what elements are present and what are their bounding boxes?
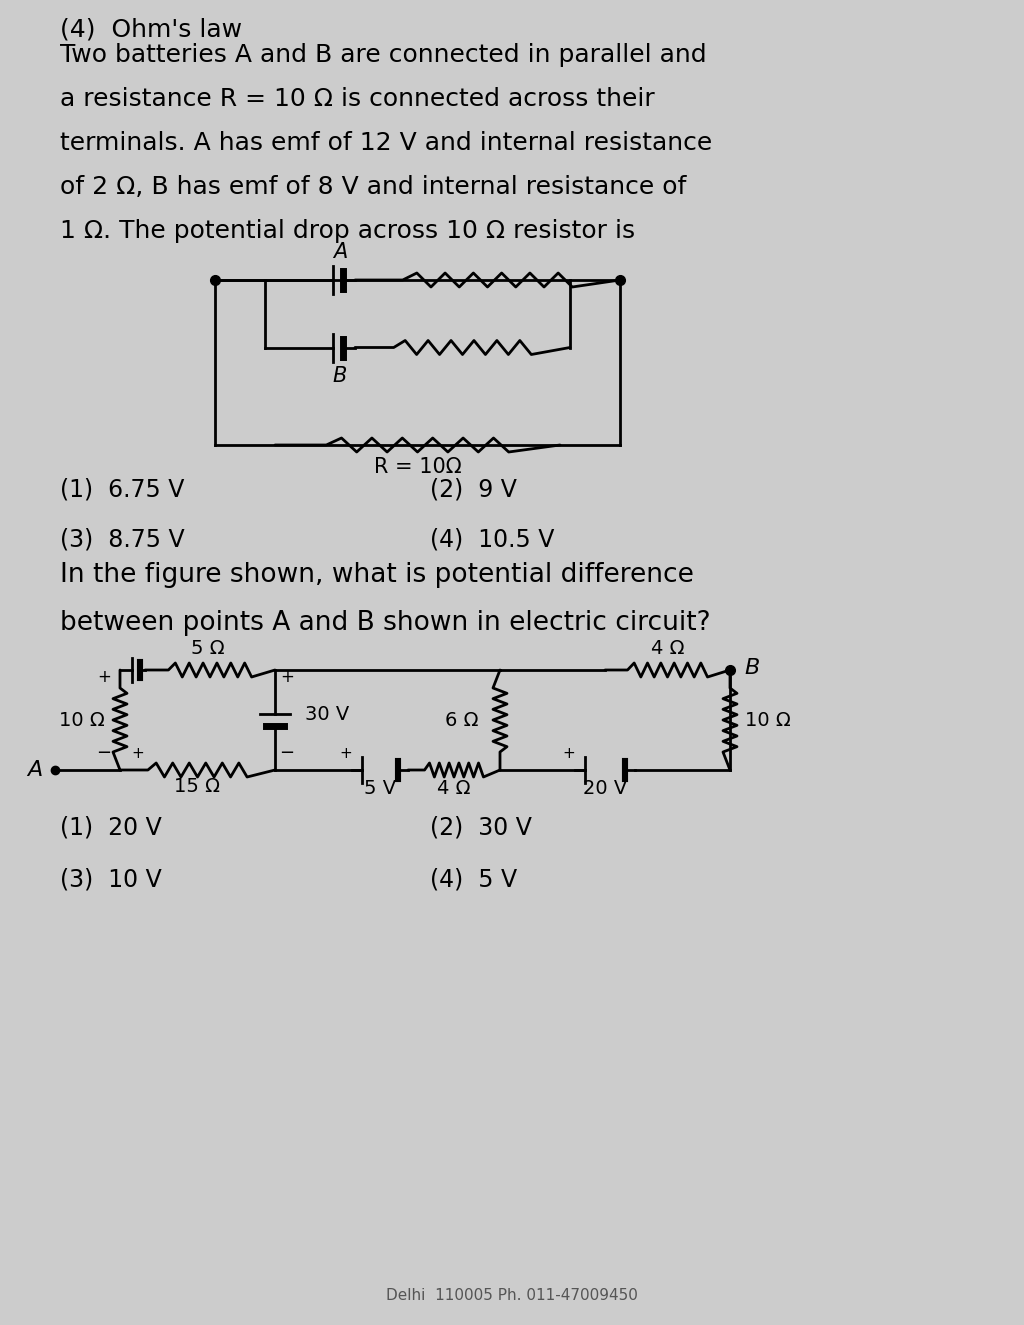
Text: B: B xyxy=(744,659,759,678)
Text: Delhi  110005 Ph. 011-47009450: Delhi 110005 Ph. 011-47009450 xyxy=(386,1288,638,1302)
Text: 20 V: 20 V xyxy=(583,779,627,798)
Text: 10 Ω: 10 Ω xyxy=(59,710,104,730)
Text: 6 Ω: 6 Ω xyxy=(445,710,479,730)
Text: terminals. A has emf of 12 V and internal resistance: terminals. A has emf of 12 V and interna… xyxy=(60,131,713,155)
Text: B: B xyxy=(333,366,347,386)
Text: +: + xyxy=(280,668,294,686)
Text: In the figure shown, what is potential difference: In the figure shown, what is potential d… xyxy=(60,562,694,588)
Text: (4)  5 V: (4) 5 V xyxy=(430,867,517,890)
Text: (4)  10.5 V: (4) 10.5 V xyxy=(430,527,554,551)
Text: +: + xyxy=(97,668,111,686)
Text: 4 Ω: 4 Ω xyxy=(437,779,471,798)
Text: +: + xyxy=(340,746,352,761)
Text: (3)  10 V: (3) 10 V xyxy=(60,867,162,890)
Text: (1)  20 V: (1) 20 V xyxy=(60,815,162,839)
Text: −: − xyxy=(96,745,112,762)
Text: 5 Ω: 5 Ω xyxy=(190,639,224,659)
Text: 1 Ω. The potential drop across 10 Ω resistor is: 1 Ω. The potential drop across 10 Ω resi… xyxy=(60,219,635,242)
Text: 10 Ω: 10 Ω xyxy=(745,710,791,730)
Text: 5 V: 5 V xyxy=(364,779,396,798)
Text: 15 Ω: 15 Ω xyxy=(174,776,220,796)
Text: (1)  6.75 V: (1) 6.75 V xyxy=(60,477,184,501)
Text: +: + xyxy=(562,746,575,761)
Text: (2)  30 V: (2) 30 V xyxy=(430,815,531,839)
Text: (2)  9 V: (2) 9 V xyxy=(430,477,517,501)
Text: R = 10Ω: R = 10Ω xyxy=(374,457,462,477)
Text: between points A and B shown in electric circuit?: between points A and B shown in electric… xyxy=(60,610,711,636)
Text: Two batteries A and B are connected in parallel and: Two batteries A and B are connected in p… xyxy=(60,42,707,68)
Text: A: A xyxy=(333,242,347,262)
Text: (4)  Ohm's law: (4) Ohm's law xyxy=(60,17,242,41)
Text: −: − xyxy=(280,745,295,762)
Text: 4 Ω: 4 Ω xyxy=(650,639,684,659)
Text: +: + xyxy=(132,746,144,761)
Text: A: A xyxy=(28,761,43,780)
Text: of 2 Ω, B has emf of 8 V and internal resistance of: of 2 Ω, B has emf of 8 V and internal re… xyxy=(60,175,686,199)
Text: 30 V: 30 V xyxy=(305,705,349,725)
Text: a resistance R = 10 Ω is connected across their: a resistance R = 10 Ω is connected acros… xyxy=(60,87,654,111)
Text: (3)  8.75 V: (3) 8.75 V xyxy=(60,527,184,551)
